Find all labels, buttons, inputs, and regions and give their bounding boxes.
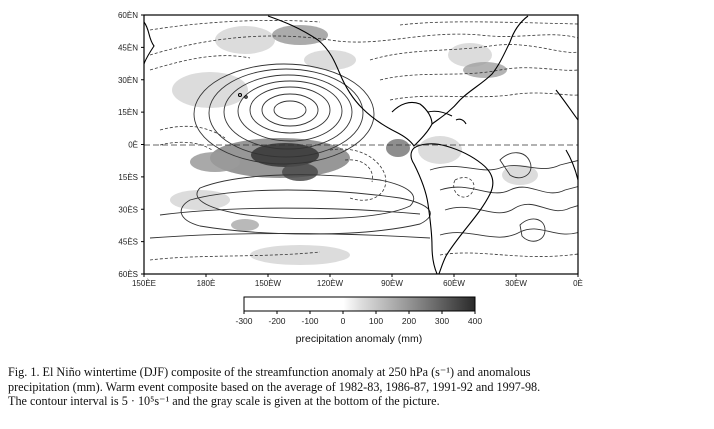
latitude-label: 30ÈS (118, 205, 138, 214)
colorbar-tick-label: 300 (435, 316, 449, 326)
caption-line-3: The contour interval is 5 · 10⁵s⁻¹ and t… (8, 394, 440, 409)
latitude-label: 15ÈN (118, 108, 138, 117)
longitude-label: 150ÈE (132, 279, 156, 288)
latitude-label: 15ÈS (118, 173, 138, 182)
colorbar-tick-label: -300 (235, 316, 252, 326)
north-america-coastline (267, 15, 529, 147)
colorbar-tick-label: 0 (341, 316, 346, 326)
map-panel: 60ÈN 45ÈN 30ÈN 15ÈN 0È 15ÈS 30ÈS 45ÈS 60ÈS 150ÈE… (118, 11, 583, 288)
latitude-label: 60ÈS (118, 270, 138, 279)
hawaii-islands (237, 92, 243, 98)
latitude-label: 60ÈN (118, 11, 138, 20)
latitude-label: 45ÈS (118, 238, 138, 247)
colorbar-tick-label: 100 (369, 316, 383, 326)
streamfunction-contours (149, 63, 578, 242)
colorbar-tick-label: 200 (402, 316, 416, 326)
latitude-label: 45ÈN (118, 43, 138, 52)
latitude-axis: 60ÈN 45ÈN 30ÈN 15ÈN 0È 15ÈS 30ÈS 45ÈS 60ÈS (118, 11, 144, 279)
longitude-label: 60ÈW (443, 279, 465, 288)
colorbar-tick-label: -200 (268, 316, 285, 326)
longitude-label: 30ÈW (505, 279, 527, 288)
africa-coastline (555, 89, 578, 121)
gulf-coastline (391, 101, 433, 125)
colorbar-ticks: -300 -200 -100 0 100 200 300 400 (235, 311, 482, 326)
longitude-label: 0È (573, 279, 583, 288)
precipitation-dark-shading (190, 25, 507, 231)
longitude-label: 150ÈW (255, 279, 282, 288)
longitude-axis: 150ÈE 180È 150ÈW 120ÈW 90ÈW 60ÈW 30ÈW 0È (132, 274, 583, 288)
colorbar-label: precipitation anomaly (mm) (296, 333, 423, 345)
colorbar: -300 -200 -100 0 100 200 300 400 precipitation … (235, 296, 482, 345)
latitude-label: 0È (128, 141, 138, 150)
asia-coastline (144, 21, 155, 65)
africa-coastline-south (565, 149, 578, 181)
longitude-label: 120ÈW (317, 279, 344, 288)
longitude-label: 90ÈW (381, 279, 403, 288)
south-america-coastline (410, 143, 494, 274)
figure-caption: Fig. 1. El Niño wintertime (DJF) composi… (8, 365, 708, 409)
caption-line-1: Fig. 1. El Niño wintertime (DJF) composi… (8, 365, 531, 379)
continents (144, 15, 578, 274)
caption-line-2: precipitation (mm). Warm event composite… (8, 379, 541, 394)
streamfunction-negative-contours (149, 20, 578, 261)
colorbar-gradient (243, 296, 476, 312)
latitude-label: 30ÈN (118, 76, 138, 85)
colorbar-tick-label: 400 (468, 316, 482, 326)
colorbar-tick-label: -100 (301, 316, 318, 326)
caribbean-islands (427, 110, 467, 125)
longitude-label: 180È (197, 279, 216, 288)
